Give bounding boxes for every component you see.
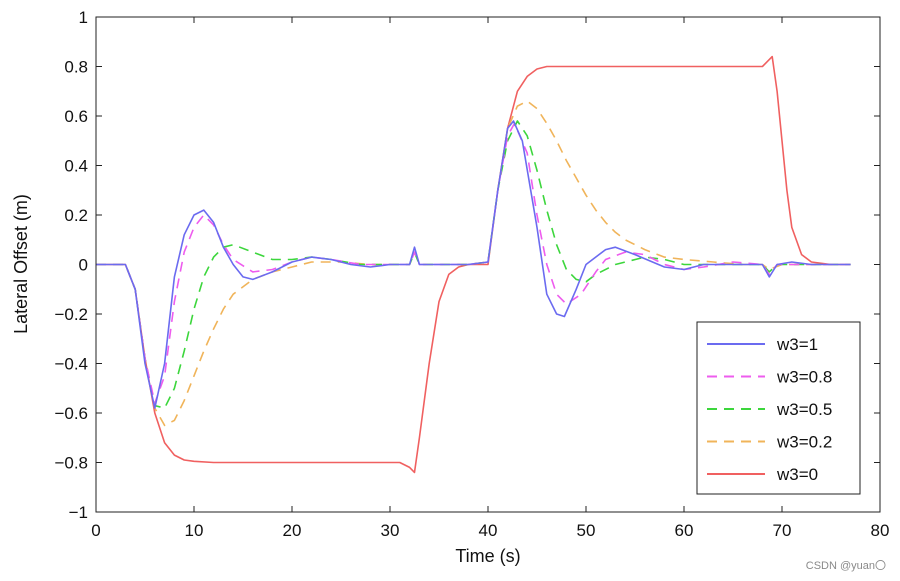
y-tick-label: 0.8 [64,58,88,77]
series-line-w3=0.5 [96,120,851,409]
series-line-w3=1 [96,120,851,409]
y-tick-label: −0.4 [54,355,88,374]
y-tick-label: 0 [79,256,88,275]
x-tick-label: 20 [283,521,302,540]
legend-label: w3=0.5 [776,400,832,419]
series-layer [96,55,851,474]
x-tick-label: 0 [91,521,100,540]
legend-label: w3=0 [776,465,818,484]
series-line-w3=0.2 [96,100,851,427]
x-tick-labels: 0 10 20 30 40 50 60 70 80 [91,521,889,540]
y-tick-label: −0.6 [54,404,88,423]
legend-label: w3=1 [776,335,818,354]
x-tick-label: 70 [773,521,792,540]
y-tick-label: −0.8 [54,454,88,473]
legend: w3=1 w3=0.8 w3=0.5 w3=0.2 w3=0 [696,321,861,495]
y-tick-labels: 1 0.8 0.6 0.4 0.2 0 −0.2 −0.4 −0.6 −0.8 −1 [54,8,88,522]
x-tick-label: 60 [675,521,694,540]
plot-frame [95,16,881,513]
watermark: CSDN @yuan〇 [805,560,886,572]
x-tick-label: 10 [185,521,204,540]
x-tick-label: 50 [577,521,596,540]
x-tick-label: 30 [381,521,400,540]
y-tick-label: 1 [79,8,88,27]
y-tick-label: −1 [69,503,88,522]
x-axis-label: Time (s) [455,546,520,566]
legend-label: w3=0.8 [776,368,832,387]
y-tick-label: 0.2 [64,206,88,225]
x-tick-label: 40 [479,521,498,540]
legend-label: w3=0.2 [776,433,832,452]
x-tick-label: 80 [871,521,890,540]
y-tick-label: 0.6 [64,107,88,126]
y-axis-label: Lateral Offset (m) [11,194,31,334]
y-tick-label: −0.2 [54,305,88,324]
y-tick-label: 0.4 [64,157,88,176]
